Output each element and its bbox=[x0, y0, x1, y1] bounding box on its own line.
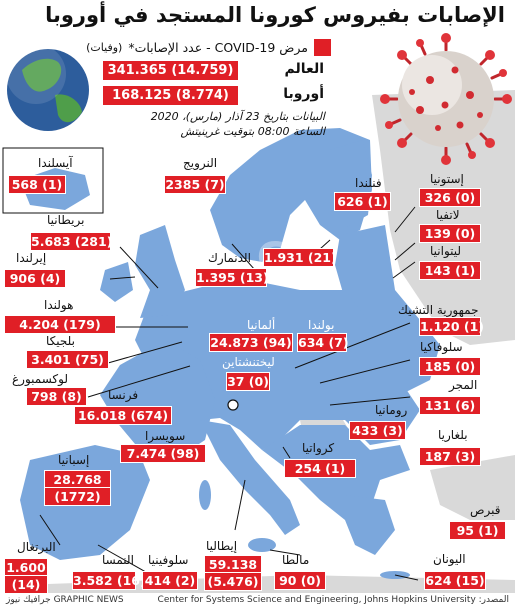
country-value-poland: 634 (7) bbox=[297, 333, 349, 352]
country-name-latvia: لاتفيا bbox=[436, 208, 460, 222]
country-value-belgium: 3.401 (75) bbox=[26, 350, 109, 369]
country-value-malta: 90 (0) bbox=[274, 571, 326, 590]
country-name-slovenia: سلوفينيا bbox=[148, 553, 189, 567]
country-name-spain: إسبانيا bbox=[58, 453, 90, 467]
legend-swatch bbox=[314, 39, 331, 56]
russia-land bbox=[372, 90, 515, 345]
country-value-bulgaria: 187 (3) bbox=[419, 447, 481, 466]
country-name-germany: ألمانيا bbox=[247, 318, 276, 332]
country-value-cyprus: 95 (1) bbox=[449, 521, 506, 540]
turkey-land bbox=[430, 455, 515, 520]
country-name-bulgaria: بلغاريا bbox=[438, 428, 468, 442]
sicily bbox=[248, 538, 276, 552]
source-note: المصدر: Center for Systems Science and E… bbox=[157, 595, 509, 605]
country-name-uk: بريطانيا bbox=[47, 213, 85, 227]
brand-credit: جرافيك نيوز GRAPHIC NEWS bbox=[6, 595, 124, 605]
country-value-norway: 2385 (7) bbox=[164, 175, 226, 194]
country-name-netherlands: هولندا bbox=[44, 298, 74, 312]
country-name-slovakia: سلوفاكيا bbox=[420, 340, 463, 354]
great-britain bbox=[135, 225, 185, 318]
liechtenstein-marker bbox=[227, 399, 239, 411]
greece bbox=[345, 495, 395, 555]
country-value-germany: 24.873 (94) bbox=[209, 333, 293, 352]
world-label: العالم bbox=[284, 61, 324, 77]
country-value-lithuania: 143 (1) bbox=[419, 261, 481, 280]
country-name-iceland: آيسلندا bbox=[38, 156, 73, 170]
country-value-austria: 3.582 (16) bbox=[72, 571, 146, 590]
country-name-ireland: إيرلندا bbox=[16, 251, 47, 265]
sardinia bbox=[199, 480, 211, 510]
coronavirus-icon bbox=[380, 33, 512, 165]
ireland-island bbox=[100, 262, 133, 302]
country-value-ireland: 906 (4) bbox=[4, 269, 66, 288]
country-name-norway: النرويج bbox=[183, 156, 218, 170]
legend-label: مرض COVID-19 - عدد الإصابات* bbox=[128, 40, 308, 55]
iceland-inset-frame bbox=[2, 147, 104, 214]
world-value: 341.365 (14.759) bbox=[102, 60, 239, 81]
date-note: البيانات بتاريخ 23 آذار (مارس)، 2020 الس… bbox=[151, 109, 325, 139]
country-value-croatia: 254 (1) bbox=[284, 459, 356, 478]
country-name-lithuania: ليتوانيا bbox=[430, 244, 462, 258]
country-value-luxembourg: 798 (8) bbox=[26, 387, 87, 406]
country-value-iceland: 568 (1) bbox=[8, 175, 66, 194]
country-value-portugal-cases: 1.600 bbox=[4, 558, 48, 577]
country-value-sweden: 1.931 (21) bbox=[263, 248, 337, 267]
country-value-greece: 624 (15) bbox=[424, 571, 486, 590]
country-name-portugal: البرتغال bbox=[17, 540, 56, 554]
country-name-cyprus: قبرص bbox=[470, 503, 501, 517]
country-value-switzerland: 7.474 (98) bbox=[120, 444, 206, 463]
country-value-spain-cases: 28.768 bbox=[44, 470, 111, 489]
country-value-netherlands: 4.204 (179) bbox=[4, 315, 116, 334]
country-name-greece: اليونان bbox=[433, 552, 466, 566]
country-value-liechtenstein: 37 (0) bbox=[226, 372, 270, 391]
country-name-poland: بولندا bbox=[308, 318, 335, 332]
country-name-italy: إيطاليا bbox=[206, 539, 238, 553]
page-title: الإصابات بفيروس كورونا المستجد في أوروبا bbox=[45, 3, 505, 27]
country-name-france: فرنسا bbox=[108, 388, 139, 402]
country-value-finland: 626 (1) bbox=[334, 192, 391, 211]
country-value-denmark: 1.395 (13) bbox=[195, 268, 269, 287]
date-line-2: الساعة 08:00 بتوقيت غرينيتش bbox=[180, 125, 325, 138]
country-value-estonia: 326 (0) bbox=[419, 188, 481, 207]
legend-deaths-note: (وفيات) bbox=[86, 41, 123, 54]
country-name-belgium: بلجيكا bbox=[46, 334, 75, 348]
country-value-romania: 433 (3) bbox=[349, 421, 406, 440]
country-name-sweden: السويد bbox=[283, 231, 317, 245]
country-name-czech: جمهورية التشيك bbox=[398, 303, 479, 317]
europe-label: أوروبا bbox=[283, 86, 324, 102]
globe-icon bbox=[6, 44, 89, 131]
country-value-slovakia: 185 (0) bbox=[419, 357, 481, 376]
country-name-romania: رومانيا bbox=[375, 403, 408, 417]
footer: المصدر: Center for Systems Science and E… bbox=[0, 593, 515, 609]
country-name-croatia: كرواتيا bbox=[302, 441, 335, 455]
country-value-czech: 1.120 (1) bbox=[419, 317, 485, 336]
country-name-malta: مالطا bbox=[282, 553, 310, 567]
country-value-hungary: 131 (6) bbox=[419, 396, 481, 415]
country-name-liechtenstein: ليختنشتاين bbox=[222, 355, 275, 369]
country-value-latvia: 139 (0) bbox=[419, 224, 481, 243]
country-value-spain-deaths: (1772) bbox=[44, 487, 111, 506]
country-name-finland: فنلندا bbox=[355, 176, 382, 190]
country-value-italy-cases: 59.138 bbox=[204, 555, 262, 574]
legend: مرض COVID-19 - عدد الإصابات* (وفيات) bbox=[86, 39, 331, 56]
country-name-luxembourg: لوكسمبورغ bbox=[12, 372, 68, 386]
date-line-1: البيانات بتاريخ 23 آذار (مارس)، 2020 bbox=[150, 110, 325, 123]
country-name-hungary: المجر bbox=[449, 378, 478, 392]
baltics-eastern bbox=[335, 225, 440, 395]
country-value-italy-deaths: (5.476) bbox=[204, 572, 262, 591]
country-value-uk: 5.683 (281) bbox=[30, 232, 113, 251]
country-name-estonia: إستونيا bbox=[430, 172, 464, 186]
europe-value: 168.125 (8.774) bbox=[102, 85, 239, 106]
country-name-denmark: الدنمارك bbox=[208, 251, 251, 265]
country-value-portugal-deaths: (14) bbox=[4, 575, 48, 594]
italy bbox=[200, 420, 300, 535]
country-value-france: 16.018 (674) bbox=[74, 406, 172, 425]
france bbox=[100, 340, 215, 460]
country-value-slovenia: 414 (2) bbox=[142, 571, 198, 590]
country-name-austria: النمسا bbox=[102, 553, 134, 567]
country-name-switzerland: سويسرا bbox=[145, 429, 186, 443]
